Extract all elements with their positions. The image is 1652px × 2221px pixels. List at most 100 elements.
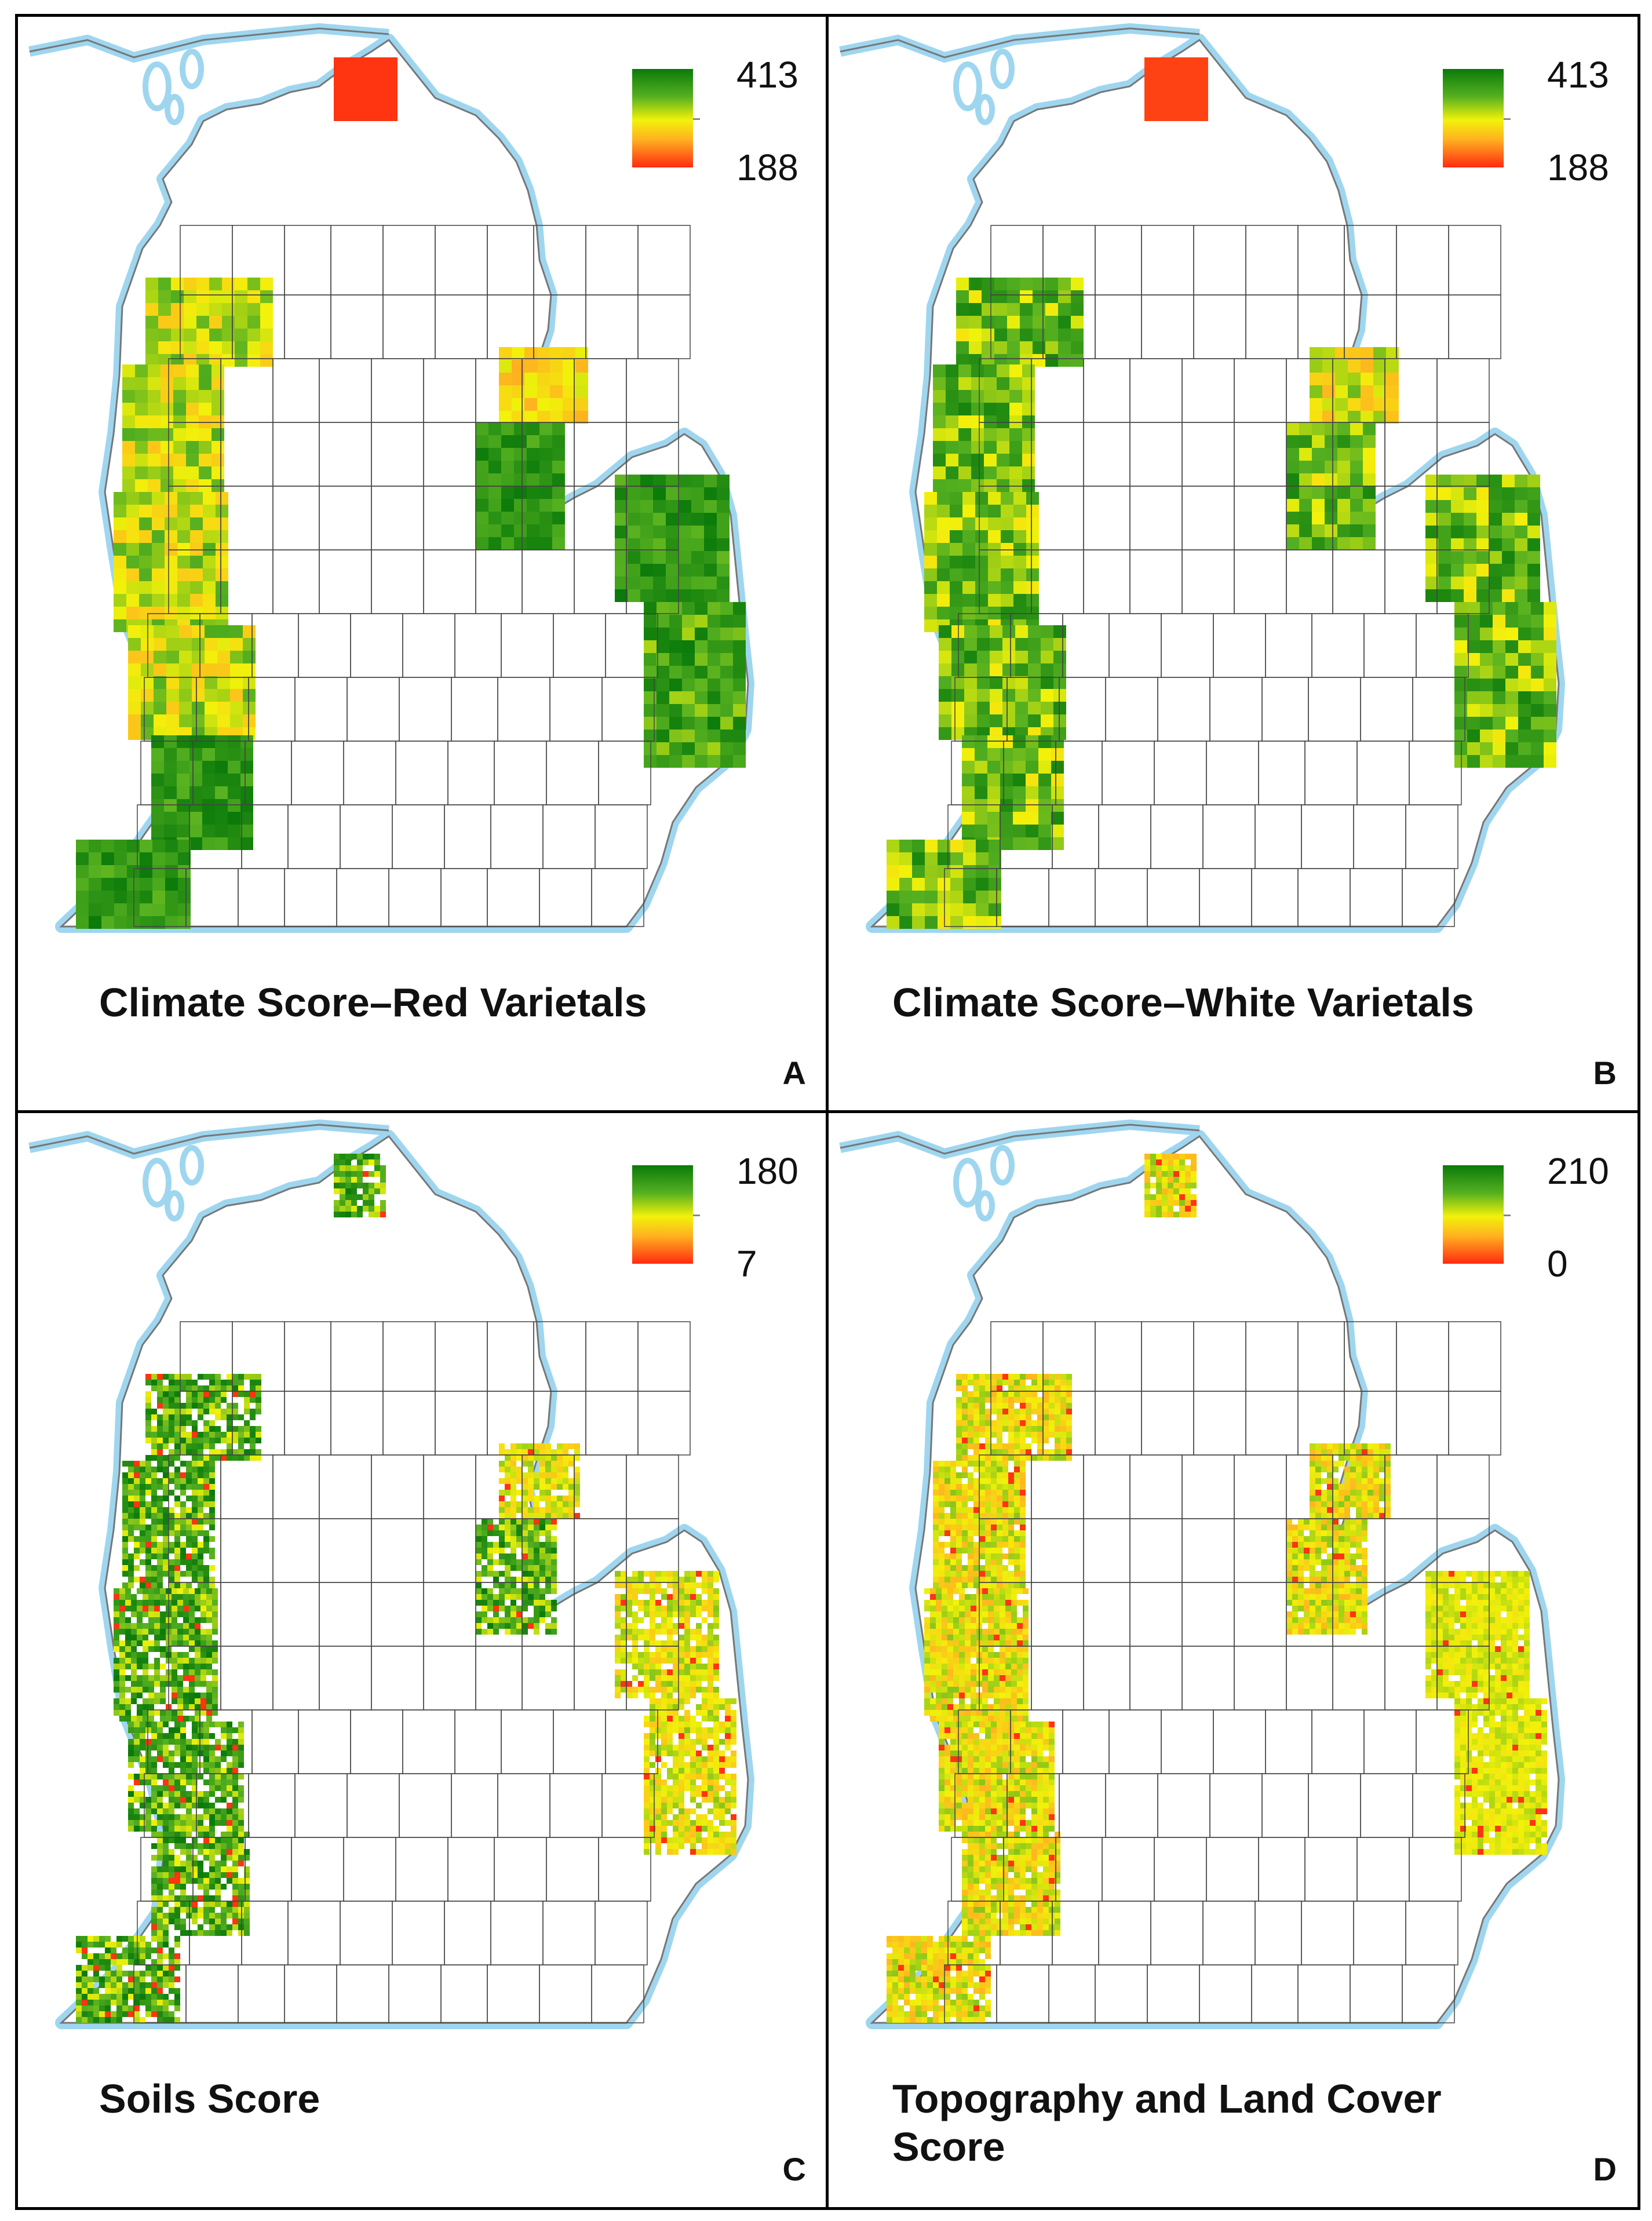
score-cell [505, 1501, 510, 1507]
score-cell [180, 1803, 186, 1808]
score-cell [154, 689, 166, 702]
score-cell [552, 486, 565, 499]
score-cell [198, 1461, 203, 1467]
score-cell [708, 742, 720, 755]
score-cell [482, 1553, 487, 1559]
score-cell [101, 878, 114, 891]
score-cell [655, 1611, 661, 1617]
score-cell [140, 2000, 145, 2005]
score-cell [975, 812, 987, 825]
score-cell [1489, 577, 1502, 589]
score-cell [140, 1542, 145, 1548]
score-cell [128, 1727, 134, 1733]
score-cell [76, 2005, 82, 2011]
score-cell [679, 1658, 684, 1664]
score-cell [227, 1826, 232, 1832]
score-cell [1020, 316, 1033, 329]
score-cell [1363, 435, 1376, 448]
score-cell [1144, 1177, 1150, 1183]
score-cell [684, 1820, 690, 1826]
score-cell [650, 1704, 655, 1710]
score-cell [128, 1820, 134, 1826]
score-cell [215, 1820, 221, 1826]
score-cell [644, 1669, 650, 1675]
score-cell [209, 1455, 215, 1461]
score-cell [551, 1496, 557, 1501]
score-cell [679, 1837, 684, 1843]
score-cell [1015, 702, 1028, 714]
score-cell [493, 1600, 499, 1606]
score-cell [137, 1675, 143, 1681]
score-cell [163, 1826, 169, 1832]
score-cell [215, 1808, 221, 1814]
score-cell [505, 1559, 510, 1565]
score-cell [157, 1878, 163, 1884]
score-cell [713, 1640, 719, 1646]
score-cell [189, 1664, 195, 1669]
score-cell [476, 1525, 482, 1530]
score-cell [557, 1467, 563, 1472]
score-cell [202, 748, 215, 761]
score-cell [357, 1177, 363, 1183]
score-cell [1322, 347, 1335, 360]
score-cell [516, 1536, 522, 1542]
score-cell [174, 1391, 180, 1397]
score-cell [198, 1866, 203, 1872]
score-cell [720, 679, 733, 691]
score-cell [105, 2011, 111, 2017]
score-cell [209, 316, 222, 329]
score-cell [169, 1756, 174, 1762]
score-cell [174, 1374, 180, 1380]
score-cell [363, 1154, 369, 1159]
score-cell [227, 1855, 232, 1861]
score-cell [516, 1565, 522, 1571]
score-cell [140, 1530, 145, 1536]
score-cell [1168, 1200, 1173, 1206]
score-cell [145, 1820, 151, 1826]
score-cell [357, 1165, 363, 1171]
score-cell [203, 1519, 209, 1525]
score-cell [1038, 735, 1051, 748]
score-cell [650, 1791, 655, 1797]
score-cell [145, 1391, 151, 1397]
score-cell [684, 1687, 690, 1693]
score-cell [963, 903, 976, 916]
score-cell [222, 278, 235, 290]
score-cell [228, 799, 240, 812]
score-cell [157, 1936, 163, 1942]
score-cell [679, 1762, 684, 1768]
score-cell [222, 341, 235, 354]
score-cell [243, 702, 256, 714]
score-cell [203, 1797, 209, 1803]
score-cell [238, 1438, 244, 1443]
score-cell [962, 568, 975, 581]
score-cell [899, 852, 912, 865]
score-cell [1026, 505, 1039, 517]
score-cell [203, 1548, 209, 1553]
score-cell [644, 742, 657, 755]
score-cell [696, 1791, 702, 1797]
score-cell [725, 1791, 731, 1797]
score-cell [534, 1496, 539, 1501]
score-cell [230, 702, 243, 714]
score-cell [950, 594, 962, 607]
score-cell [76, 916, 89, 929]
score-cell [151, 1948, 157, 1953]
score-cell [347, 83, 359, 96]
score-cell [1013, 556, 1026, 568]
score-cell [528, 1542, 534, 1548]
score-cell [165, 878, 178, 891]
score-cell [174, 1484, 180, 1490]
score-cell [640, 564, 653, 577]
score-cell [374, 1212, 380, 1217]
score-cell [221, 1722, 227, 1727]
score-cell [528, 1484, 534, 1490]
score-cell [198, 1895, 203, 1901]
score-cell [644, 1582, 650, 1588]
score-cell [145, 1525, 151, 1530]
legend-min-label: 188 [1547, 147, 1609, 188]
score-cell [198, 1571, 203, 1577]
score-cell [1038, 786, 1051, 799]
score-cell [189, 1687, 195, 1693]
score-cell [215, 837, 228, 850]
